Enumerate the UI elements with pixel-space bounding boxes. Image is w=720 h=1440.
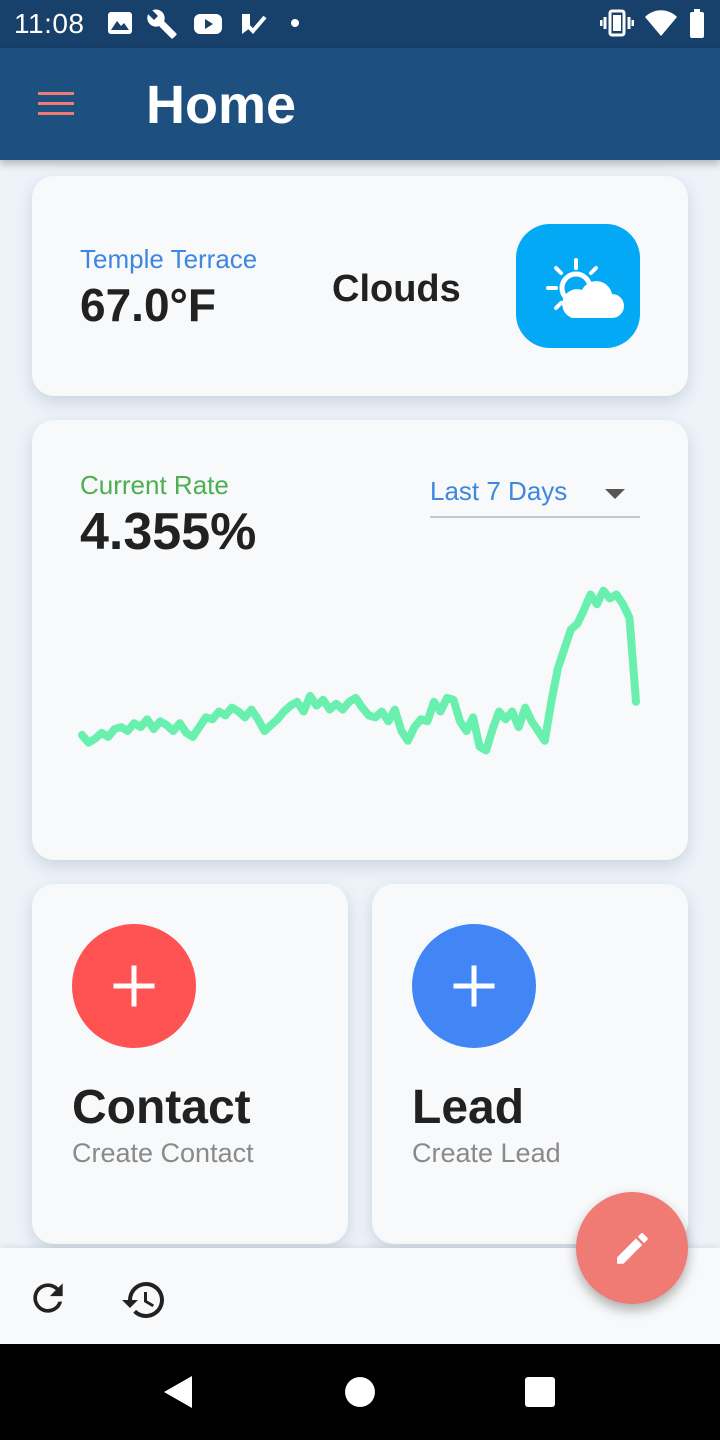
range-dropdown[interactable]: Last 7 Days xyxy=(430,476,640,518)
youtube-icon xyxy=(194,14,222,34)
wifi-icon xyxy=(645,10,677,36)
back-icon[interactable] xyxy=(160,1372,200,1412)
home-icon[interactable] xyxy=(340,1372,380,1412)
edit-pencil-icon xyxy=(617,1233,648,1264)
weather-card[interactable]: Temple Terrace 67.0°F Clouds xyxy=(32,176,688,396)
chevron-down-icon xyxy=(605,489,625,499)
refresh-button[interactable] xyxy=(26,1276,70,1320)
rate-chart xyxy=(78,586,640,755)
page-title: Home xyxy=(146,75,297,135)
menu-button[interactable] xyxy=(24,80,88,128)
contact-title: Contact xyxy=(72,1081,251,1134)
hamburger-menu-icon xyxy=(38,92,74,115)
history-button[interactable] xyxy=(120,1276,164,1320)
rate-card: Current Rate 4.355% Last 7 Days xyxy=(32,420,688,860)
vibrate-icon xyxy=(600,9,634,37)
app-bar: Home xyxy=(0,48,720,160)
contact-subtitle: Create Contact xyxy=(72,1138,254,1168)
refresh-icon xyxy=(33,1283,63,1313)
lead-subtitle: Create Lead xyxy=(412,1138,561,1168)
check-icon xyxy=(242,14,267,34)
lead-card[interactable]: Lead Create Lead xyxy=(372,884,688,1244)
add-contact-button[interactable] xyxy=(72,924,196,1048)
weather-condition: Clouds xyxy=(332,268,461,310)
weather-temperature: 67.0°F xyxy=(80,279,217,331)
partly-cloudy-icon xyxy=(546,258,624,318)
rate-label: Current Rate xyxy=(80,470,229,500)
dot-icon xyxy=(291,19,299,27)
recents-icon[interactable] xyxy=(520,1372,560,1412)
add-lead-button[interactable] xyxy=(412,924,536,1048)
plus-icon xyxy=(113,965,155,1007)
battery-icon xyxy=(690,9,704,38)
plus-icon xyxy=(453,965,495,1007)
system-nav-bar xyxy=(0,1344,720,1440)
range-selected: Last 7 Days xyxy=(430,476,568,506)
rate-line xyxy=(78,586,640,755)
weather-location: Temple Terrace xyxy=(80,244,258,274)
status-time: 11:08 xyxy=(14,8,85,39)
image-icon xyxy=(108,12,132,34)
edit-fab-button[interactable] xyxy=(576,1192,688,1304)
lead-title: Lead xyxy=(412,1081,525,1134)
wrench-icon xyxy=(147,9,177,39)
history-icon xyxy=(122,1282,164,1318)
status-bar: 11:08 xyxy=(0,0,720,48)
rate-value: 4.355% xyxy=(80,503,257,561)
weather-badge xyxy=(516,224,640,348)
contact-card[interactable]: Contact Create Contact xyxy=(32,884,348,1244)
